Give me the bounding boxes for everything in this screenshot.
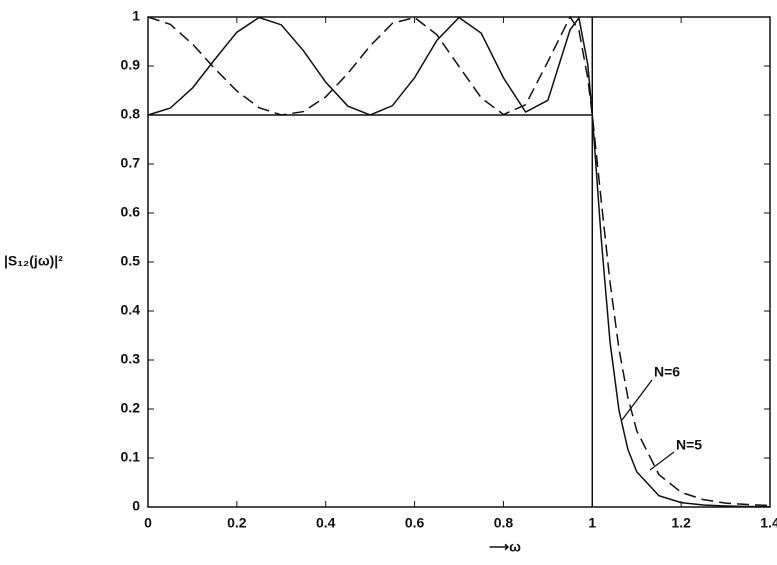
x-tick-label: 1.2 bbox=[671, 515, 691, 531]
plot-frame bbox=[147, 16, 771, 508]
y-tick-label: 0 bbox=[132, 498, 140, 514]
y-tick-label: 0.3 bbox=[121, 351, 141, 367]
series-line bbox=[147, 16, 771, 508]
y-tick-label: 0.7 bbox=[121, 155, 141, 171]
x-tick-label: 0 bbox=[144, 515, 152, 531]
y-tick-label: 0.1 bbox=[121, 449, 141, 465]
x-tick-label: 1.4 bbox=[760, 515, 777, 531]
y-tick-label: 0.8 bbox=[121, 106, 141, 122]
series-line bbox=[147, 15, 771, 507]
series-label: N=6 bbox=[654, 364, 680, 380]
y-tick-label: 1 bbox=[132, 8, 140, 24]
label-pointer bbox=[649, 451, 675, 471]
x-axis-label: ⟶ω bbox=[489, 539, 521, 555]
y-axis-label: |S₁₂(jω)|² bbox=[4, 253, 63, 269]
x-tick-label: 0.8 bbox=[494, 515, 514, 531]
series-label: N=5 bbox=[676, 437, 702, 453]
y-tick-label: 0.6 bbox=[121, 204, 141, 220]
y-tick-label: 0.9 bbox=[121, 57, 141, 73]
x-tick-label: 0.4 bbox=[316, 515, 336, 531]
x-tick-label: 0.6 bbox=[405, 515, 425, 531]
y-tick-label: 0.4 bbox=[121, 302, 141, 318]
y-tick-label: 0.2 bbox=[121, 400, 141, 416]
label-pointer bbox=[621, 379, 653, 421]
y-tick-label: 0.5 bbox=[121, 253, 141, 269]
x-tick-label: 1 bbox=[588, 515, 596, 531]
x-tick-label: 0.2 bbox=[227, 515, 247, 531]
